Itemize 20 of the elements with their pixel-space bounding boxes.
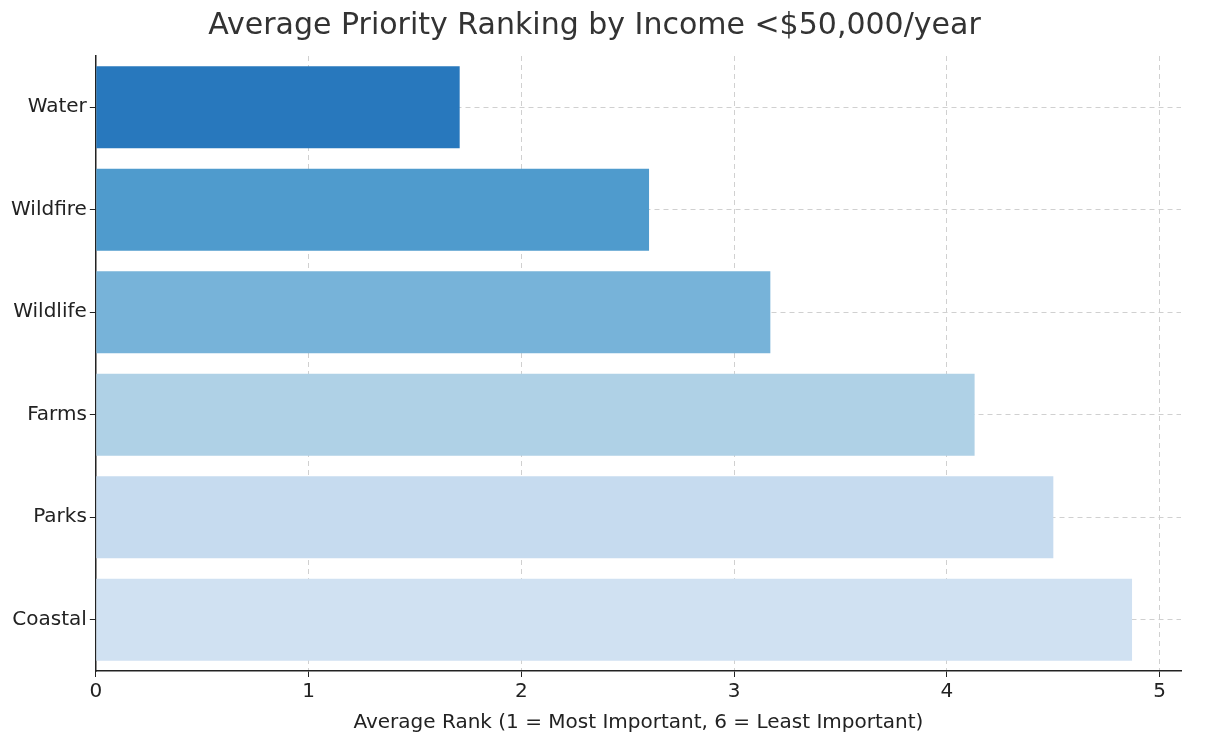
y-tick-label: Wildlife bbox=[13, 298, 87, 323]
y-tick-label: Farms bbox=[27, 400, 87, 425]
bar bbox=[96, 476, 1054, 559]
x-tick-label: 0 bbox=[89, 678, 103, 703]
y-tick-label: Water bbox=[27, 93, 88, 118]
bar bbox=[96, 168, 650, 251]
bar bbox=[96, 66, 460, 149]
x-tick-label: 5 bbox=[1153, 678, 1167, 703]
y-tick-label: Coastal bbox=[12, 605, 87, 630]
bar bbox=[96, 271, 771, 354]
bar bbox=[96, 373, 975, 456]
x-tick-label: 2 bbox=[515, 678, 528, 703]
x-axis-title: Average Rank (1 = Most Important, 6 = Least Important) bbox=[353, 709, 924, 734]
bar bbox=[96, 578, 1133, 661]
x-tick-label: 4 bbox=[940, 678, 954, 703]
x-tick-label: 3 bbox=[727, 678, 741, 703]
chart-title: Average Priority Ranking by Income <$50,000/year bbox=[208, 5, 982, 41]
y-tick-label: Parks bbox=[33, 503, 87, 528]
x-tick-label: 1 bbox=[302, 678, 315, 703]
y-tick-label: Wildfire bbox=[10, 195, 87, 220]
